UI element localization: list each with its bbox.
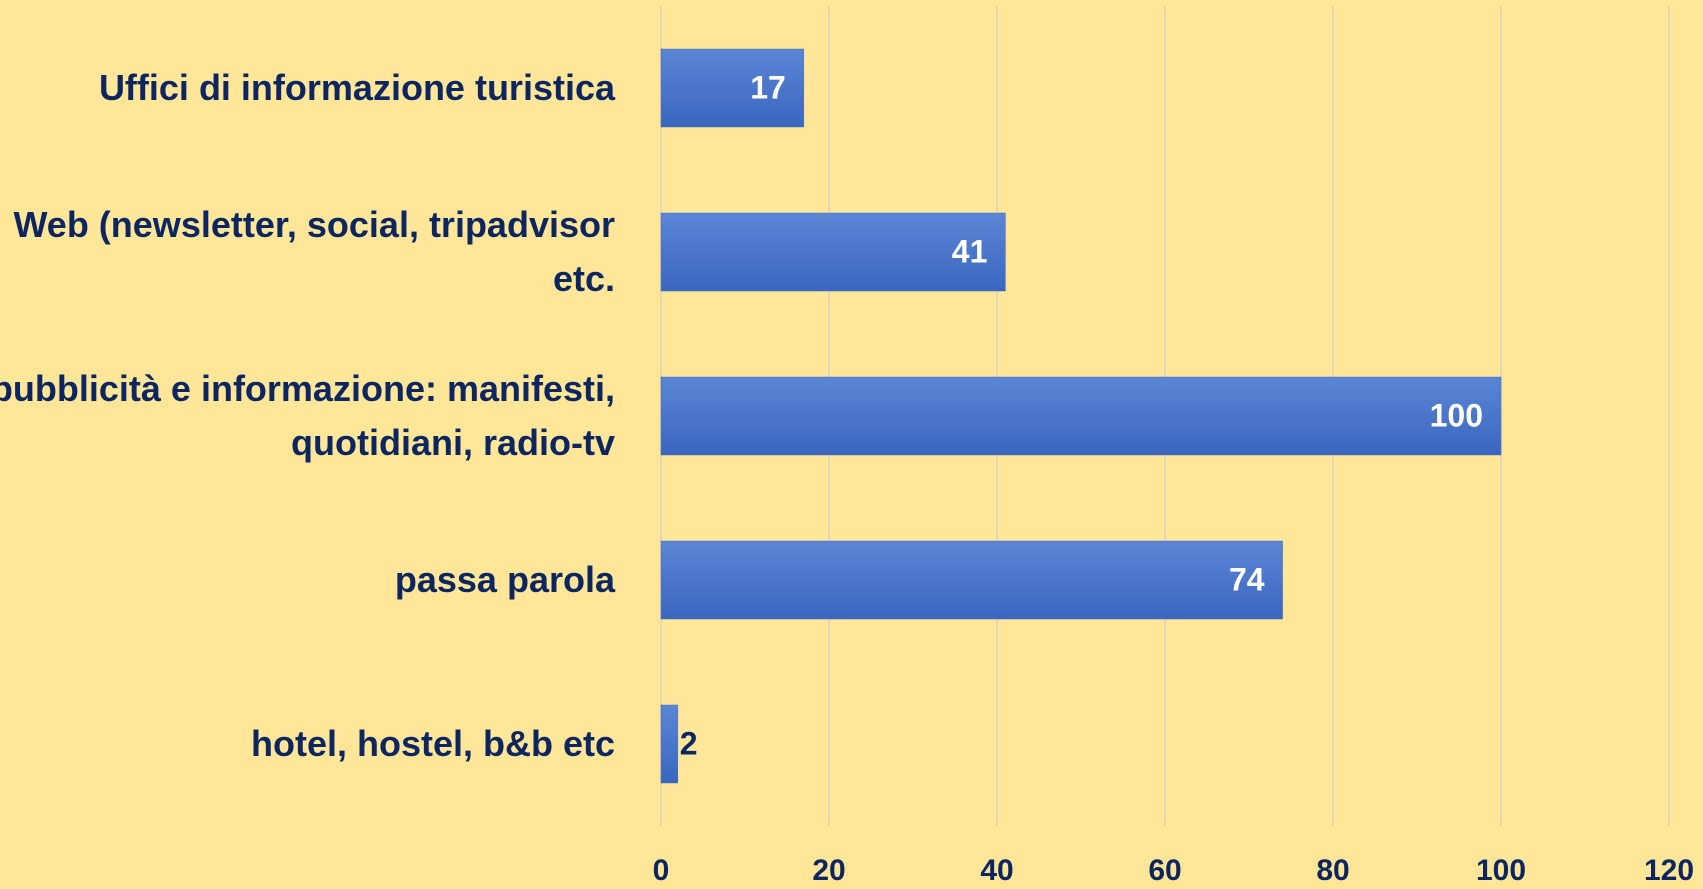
x-tick-label: 20 (812, 854, 845, 887)
y-tick-label: hotel, hostel, b&b etc (250, 723, 615, 764)
bar (660, 540, 1283, 620)
y-tick-label: Uffici di informazione turistica (98, 67, 615, 108)
value-label: 74 (1229, 561, 1265, 597)
y-tick-label: Web (newsletter, social, tripadvisor etc… (13, 204, 615, 299)
value-label: 100 (1430, 397, 1483, 433)
bar (660, 704, 679, 784)
value-label: 41 (952, 233, 988, 269)
x-tick-label: 40 (980, 854, 1013, 887)
x-tick-label: 120 (1644, 854, 1694, 887)
y-tick-label: passa parola (394, 559, 615, 600)
x-tick-label: 60 (1148, 854, 1181, 887)
x-tick-label: 80 (1316, 854, 1349, 887)
value-label: 2 (680, 725, 698, 761)
value-label: 17 (750, 69, 786, 105)
x-tick-label: 100 (1476, 854, 1526, 887)
x-tick-label: 0 (653, 854, 670, 887)
bar (660, 376, 1502, 456)
bar (660, 212, 1006, 292)
y-tick-label: pubblicità e informazione: manifesti, qu… (0, 368, 615, 463)
bar (660, 48, 805, 128)
